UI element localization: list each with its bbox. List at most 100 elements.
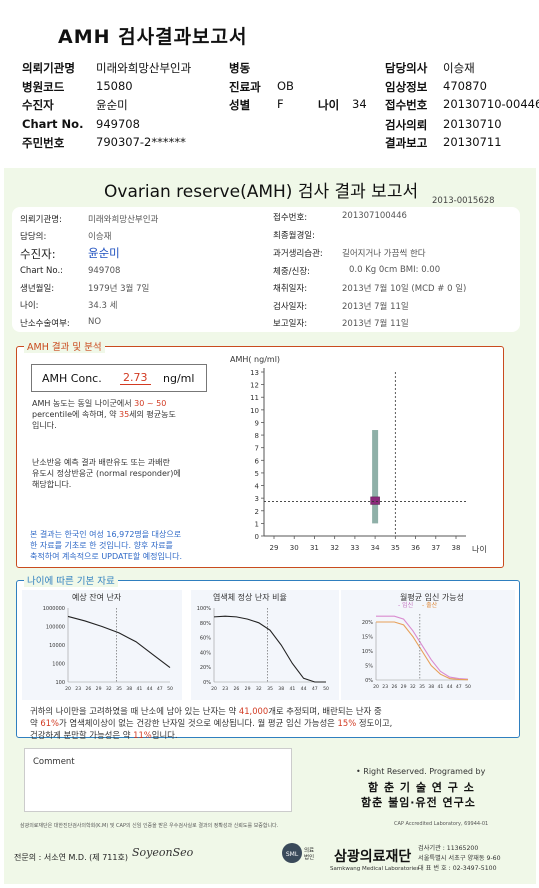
x-tick-label: 23 bbox=[382, 684, 388, 690]
specialist-name: 전문의 : 서소연 M.D. (제 711호) bbox=[14, 853, 128, 862]
info-label: 접수번호: bbox=[273, 213, 308, 223]
x-tick-label: 35 bbox=[267, 686, 273, 692]
field-label: Chart No. bbox=[22, 117, 84, 131]
x-tick-label: 20 bbox=[211, 686, 217, 692]
chart-title: 예상 잔여 난자 bbox=[72, 593, 122, 602]
field-label: 임상정보 bbox=[385, 80, 428, 94]
lab-address: 서울특별시 서초구 양재동 9-60 bbox=[418, 855, 501, 862]
y-tick-label: 0% bbox=[365, 678, 373, 684]
info-label: 보고일자: bbox=[273, 319, 308, 329]
info-label: 과거생리습관: bbox=[273, 249, 323, 259]
x-tick-label: 44 bbox=[447, 684, 453, 690]
samkwang-logo-icon: SML bbox=[282, 843, 302, 863]
text: 의료 bbox=[304, 848, 315, 854]
y-tick-label: 11 bbox=[250, 394, 259, 402]
field-label: 접수번호 bbox=[385, 98, 428, 112]
y-tick-label: 4 bbox=[255, 483, 260, 491]
header-row: 병원코드 15080 진료과 OB 임상정보 470870 bbox=[22, 79, 539, 97]
y-tick-label: 1 bbox=[255, 520, 259, 528]
text: 유도시 정상반응군 (normal responder)에 bbox=[32, 469, 181, 478]
x-tick-label: 23 bbox=[222, 686, 228, 692]
text: 축적하여 계속적으로 UPDATE할 예정입니다. bbox=[30, 552, 183, 561]
x-tick-label: 30 bbox=[290, 544, 299, 552]
field-value: 20130710-00446 bbox=[443, 97, 539, 111]
header-row: Chart No. 949708 검사의뢰 20130710 bbox=[22, 117, 539, 135]
field-value: 949708 bbox=[96, 117, 140, 131]
amh-range-bar bbox=[372, 430, 379, 524]
cap-note: CAP Accredited Laboratory, 69944-01 bbox=[394, 821, 489, 827]
x-tick-label: 50 bbox=[167, 686, 173, 692]
text: AMH 농도는 동일 나이군에서 bbox=[32, 399, 132, 408]
info-label: 나이: bbox=[20, 301, 39, 311]
chart-title: 월평균 임신 가능성 bbox=[400, 593, 464, 602]
lab-name: 삼광의료재단 bbox=[334, 849, 412, 865]
text: 개로 추정되며, 배란되는 난자 중 bbox=[268, 706, 382, 716]
info-value: NO bbox=[88, 317, 102, 327]
y-tick-label: 100 bbox=[55, 680, 65, 686]
amh-concentration-box: AMH Conc. 2.73 ng/ml bbox=[31, 364, 207, 392]
data-source-text: 본 결과는 한국인 여성 16,972명을 대상으로 한 자료를 기초로 한 것… bbox=[30, 529, 224, 562]
y-tick-label: 20% bbox=[362, 620, 373, 626]
logo-corp-label: 의료 법인 bbox=[304, 848, 314, 862]
x-tick-label: 20 bbox=[373, 684, 379, 690]
x-tick-label: 44 bbox=[301, 686, 307, 692]
y-tick-label: 100000 bbox=[46, 625, 65, 631]
field-value: 790307-2****** bbox=[96, 135, 186, 149]
info-value: 1979년 3월 7일 bbox=[88, 284, 150, 294]
series-line bbox=[67, 615, 171, 669]
x-tick-label: 50 bbox=[465, 684, 471, 690]
y-tick-label: 1000000 bbox=[43, 606, 65, 612]
field-label: 진료과 bbox=[229, 80, 261, 94]
x-tick-label: 44 bbox=[147, 686, 153, 692]
field-label: 결과보고 bbox=[385, 136, 428, 150]
info-label: 최종월경일: bbox=[273, 231, 315, 241]
field-value: F bbox=[277, 97, 284, 111]
comment-label: Comment bbox=[33, 757, 75, 767]
info-value: 949708 bbox=[88, 266, 121, 276]
x-tick-label: 29 bbox=[96, 686, 102, 692]
amh-percentile-text: AMH 농도는 동일 나이군에서 30 ~ 50 percentile에 속하며… bbox=[32, 398, 217, 431]
x-tick-label: 23 bbox=[75, 686, 81, 692]
x-tick-label: 29 bbox=[401, 684, 407, 690]
pregnancy-rate: 15% bbox=[337, 718, 357, 728]
x-tick-label: 26 bbox=[233, 686, 239, 692]
x-tick-label: 29 bbox=[270, 544, 279, 552]
report-number: 2013-0015628 bbox=[432, 196, 495, 206]
info-label: 생년월일: bbox=[20, 284, 55, 294]
lab-phone: 대 표 번 호 : 02-3497-5100 bbox=[418, 865, 497, 872]
text: percentile에 속하며, 약 bbox=[32, 410, 117, 419]
field-value: 미래와희망산부인과 bbox=[96, 61, 192, 75]
field-label: 주민번호 bbox=[22, 136, 65, 150]
x-tick-label: 35 bbox=[116, 686, 122, 692]
header-row: 수진자 윤순미 성별 F 나이 34 접수번호 20130710-00446 bbox=[22, 97, 539, 115]
field-label: 병동 bbox=[229, 61, 251, 75]
normal-eggs-chart: 100% 80% 60% 40% 20% 0%20 23 26 29 32 35 38 41 44 47 50 bbox=[197, 606, 329, 692]
field-label: 수진자 bbox=[22, 98, 54, 112]
x-tick-label: 34 bbox=[371, 544, 380, 552]
accreditation-note: 삼광의료재단은 대한진단검사의학회(K.M) 및 CAP의 신임 인증을 받은 … bbox=[20, 823, 279, 829]
x-tick-label: 41 bbox=[136, 686, 142, 692]
info-value: 2013년 7월 11일 bbox=[342, 302, 409, 312]
age-summary-text: 귀하의 나이만을 고려하였을 때 난소에 남아 있는 난자는 약 41,000개… bbox=[30, 705, 510, 741]
institute-name-2: 함춘 불임·유전 연구소 bbox=[361, 796, 476, 809]
field-value: 470870 bbox=[443, 79, 487, 93]
text: 해당합니다. bbox=[32, 480, 72, 489]
x-tick-label: 32 bbox=[106, 686, 112, 692]
legend-birth: - 출산 bbox=[422, 601, 438, 609]
field-value: 34 bbox=[352, 97, 367, 111]
x-tick-label: 35 bbox=[391, 544, 400, 552]
x-axis-label: 나이 bbox=[472, 544, 487, 554]
y-tick-label: 8 bbox=[255, 432, 259, 440]
field-value: 윤순미 bbox=[96, 98, 128, 112]
field-label: 나이 bbox=[318, 98, 340, 112]
info-value: 34.3 세 bbox=[88, 301, 118, 311]
rights-text: • Right Reserved. Programed by bbox=[356, 767, 486, 776]
legend-pregnancy: - 임신 bbox=[398, 601, 413, 609]
field-value: 이승재 bbox=[443, 61, 475, 75]
text: 입니다. bbox=[151, 730, 178, 740]
y-tick-label: 80% bbox=[200, 621, 211, 627]
y-tick-label: 6 bbox=[255, 457, 260, 465]
info-value: 0.0 Kg 0cm BMI: 0.00 bbox=[349, 265, 441, 275]
